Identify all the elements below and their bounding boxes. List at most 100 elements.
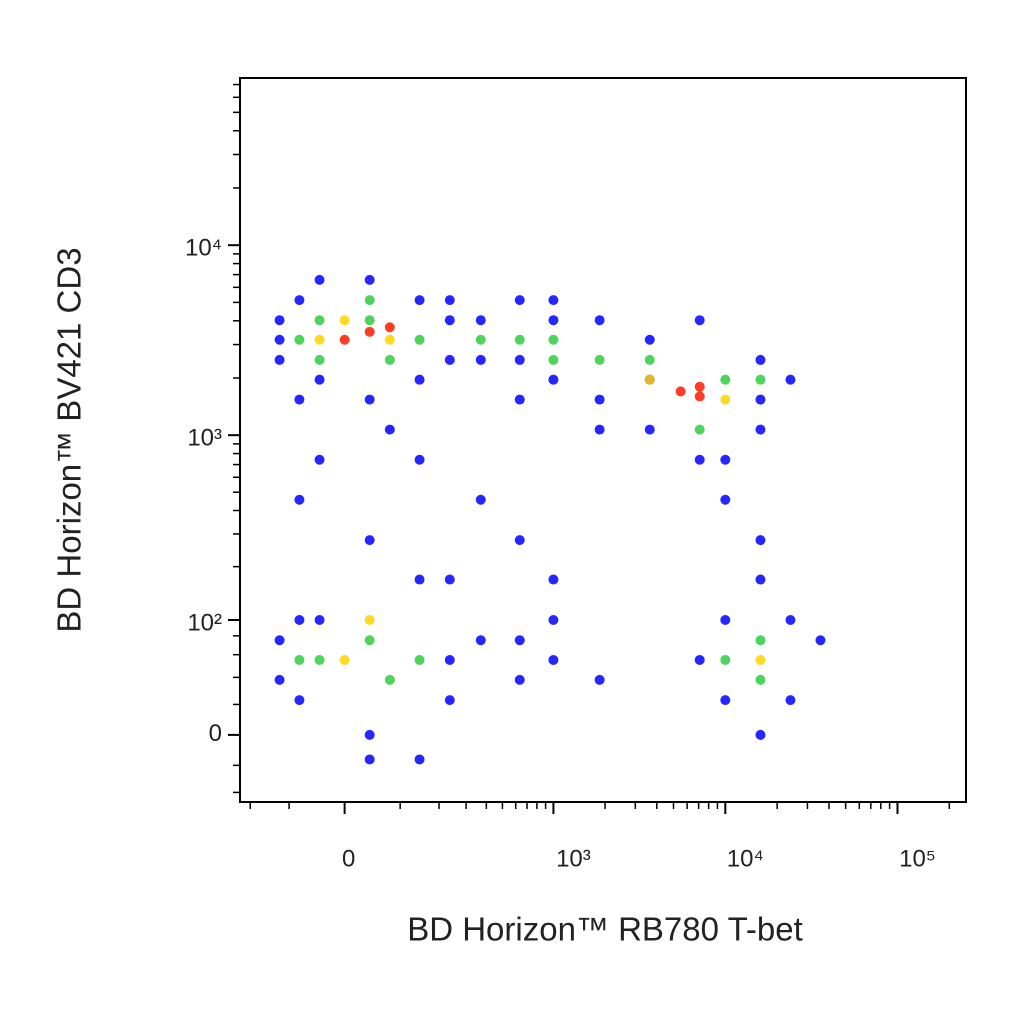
event-point (444, 354, 455, 365)
event-point (514, 295, 525, 306)
event-point (364, 394, 375, 405)
event-point (475, 334, 486, 345)
event-point (755, 424, 766, 435)
event-point (475, 635, 486, 646)
event-point (314, 354, 325, 365)
event-point (314, 654, 325, 665)
event-point (514, 535, 525, 546)
event-point (755, 354, 766, 365)
event-point (755, 374, 766, 385)
event-point (785, 374, 796, 385)
y-tick-label: 10³ (187, 425, 222, 452)
event-point (364, 635, 375, 646)
event-point (294, 615, 305, 626)
event-point (548, 574, 559, 585)
event-point (720, 695, 731, 706)
event-point (384, 424, 395, 435)
event-point (294, 494, 305, 505)
event-point (444, 654, 455, 665)
event-point (364, 535, 375, 546)
event-point (644, 424, 655, 435)
event-point (314, 315, 325, 326)
event-point (414, 374, 425, 385)
x-tick-label: 10⁵ (899, 845, 936, 872)
event-point (274, 674, 285, 685)
event-point (594, 354, 605, 365)
event-point (364, 326, 375, 337)
event-point (694, 424, 705, 435)
event-point (755, 654, 766, 665)
event-point (694, 454, 705, 465)
y-tick-label: 10² (187, 609, 222, 636)
event-point (364, 729, 375, 740)
event-point (475, 354, 486, 365)
event-point (414, 574, 425, 585)
event-point (364, 274, 375, 285)
event-point (274, 354, 285, 365)
event-point (644, 334, 655, 345)
event-point (314, 615, 325, 626)
event-point (755, 729, 766, 740)
event-point (594, 394, 605, 405)
event-point (314, 274, 325, 285)
event-point (815, 635, 826, 646)
event-point (314, 374, 325, 385)
event-point (755, 394, 766, 405)
event-point (594, 674, 605, 685)
event-point (294, 695, 305, 706)
x-tick-label: 0 (342, 845, 355, 872)
event-point (274, 635, 285, 646)
x-axis-title: BD Horizon™ RB780 T-bet (407, 911, 803, 948)
event-point (755, 674, 766, 685)
event-point (675, 386, 686, 397)
event-point (594, 424, 605, 435)
event-point (339, 334, 350, 345)
event-point (339, 315, 350, 326)
event-point (294, 654, 305, 665)
event-point (720, 454, 731, 465)
event-point (444, 295, 455, 306)
event-point (694, 654, 705, 665)
event-point (314, 454, 325, 465)
event-point (694, 381, 705, 392)
event-point (755, 635, 766, 646)
y-axis-title: BD Horizon™ BV421 CD3 (51, 247, 88, 632)
event-point (384, 354, 395, 365)
event-point (514, 334, 525, 345)
event-point (414, 334, 425, 345)
event-point (720, 654, 731, 665)
event-point (384, 334, 395, 345)
event-point (514, 394, 525, 405)
event-point (444, 574, 455, 585)
event-point (364, 754, 375, 765)
x-tick-label: 10³ (556, 845, 591, 872)
event-point (644, 374, 655, 385)
event-point (694, 315, 705, 326)
event-point (364, 295, 375, 306)
event-point (414, 454, 425, 465)
event-point (274, 315, 285, 326)
event-point (294, 334, 305, 345)
event-point (514, 354, 525, 365)
y-tick-label: 0 (209, 720, 222, 747)
event-point (548, 334, 559, 345)
event-point (720, 615, 731, 626)
plot-frame (239, 77, 967, 803)
event-point (548, 295, 559, 306)
event-point (364, 615, 375, 626)
event-point (294, 295, 305, 306)
event-point (414, 654, 425, 665)
event-point (594, 315, 605, 326)
event-point (548, 654, 559, 665)
event-point (364, 315, 375, 326)
event-point (548, 354, 559, 365)
event-point (444, 315, 455, 326)
event-point (475, 315, 486, 326)
event-point (514, 635, 525, 646)
event-point (755, 535, 766, 546)
event-point (720, 394, 731, 405)
event-point (414, 295, 425, 306)
event-point (294, 394, 305, 405)
